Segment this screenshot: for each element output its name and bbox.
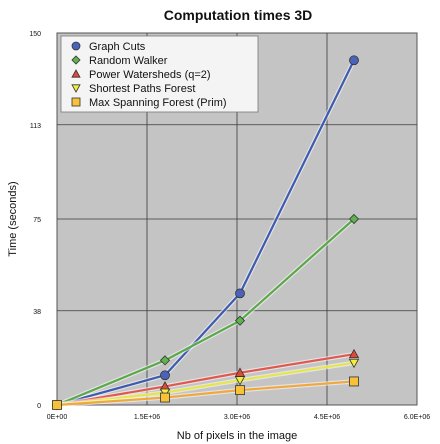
y-tick-label: 113: [30, 123, 41, 130]
x-tick-label: 3.0E+06: [224, 414, 250, 421]
data-point-graph-cuts: [160, 370, 170, 381]
data-point-random-walker: [348, 213, 360, 225]
data-point-max-spanning-forest-prim: [349, 376, 359, 387]
data-point-max-spanning-forest-prim: [235, 385, 245, 396]
series-lines: [56, 59, 357, 408]
legend-marker: [71, 41, 81, 51]
series-line-random-walker: [56, 218, 355, 407]
x-tick-label: 1.5E+06: [134, 414, 160, 421]
legend-label: Random Walker: [89, 55, 168, 67]
x-tick-label: 4.5E+06: [314, 414, 340, 421]
data-point-random-walker: [159, 355, 171, 366]
legend-label: Shortest Paths Forest: [89, 83, 195, 95]
x-axis-label: Nb of pixels in the image: [177, 430, 297, 442]
y-tick-label: 38: [33, 309, 41, 316]
legend-marker: [71, 84, 81, 93]
series-line-shortest-paths-forest: [56, 361, 355, 407]
data-point-shortest-paths-forest: [348, 358, 360, 369]
data-point-power-watersheds-q-2: [348, 348, 360, 359]
data-point-graph-cuts: [349, 55, 359, 66]
legend-marker: [71, 97, 81, 107]
legend: Graph Cuts Random Walker Power Watersheds …: [60, 35, 259, 113]
series-line-power-watersheds-q-2: [56, 353, 355, 407]
data-point-max-spanning-forest-prim: [160, 392, 170, 403]
y-tick-label: 150: [29, 31, 41, 38]
x-tick-labels: 0E+00 1.5E+06 3.0E+06 4.5E+06 6.0E+06: [47, 414, 430, 421]
legend-label: Max Spanning Forest (Prim): [89, 97, 227, 109]
y-tick-label: 75: [33, 217, 41, 224]
series-line-max-spanning-forest-prim: [56, 380, 355, 407]
legend-label: Power Watersheds (q=2): [89, 69, 211, 81]
data-point-shortest-paths-forest: [234, 376, 246, 386]
x-tick-label: 0E+00: [47, 414, 68, 421]
y-tick-label: 0: [37, 403, 41, 410]
series-line-graph-cuts: [56, 59, 355, 407]
legend-label: Graph Cuts: [89, 41, 146, 53]
legend-marker: [71, 55, 81, 65]
data-point-max-spanning-forest-prim: [52, 400, 62, 410]
y-tick-labels: 0 38 75 113 150: [29, 31, 41, 410]
x-tick-label: 6.0E+06: [404, 414, 430, 421]
y-axis-label: Time (seconds): [7, 181, 19, 256]
data-point-random-walker: [234, 315, 246, 326]
data-point-graph-cuts: [235, 288, 245, 299]
series-markers: [51, 55, 360, 411]
legend-box: [60, 35, 259, 113]
legend-marker: [71, 69, 81, 78]
chart-title: Computation times 3D: [164, 7, 313, 23]
